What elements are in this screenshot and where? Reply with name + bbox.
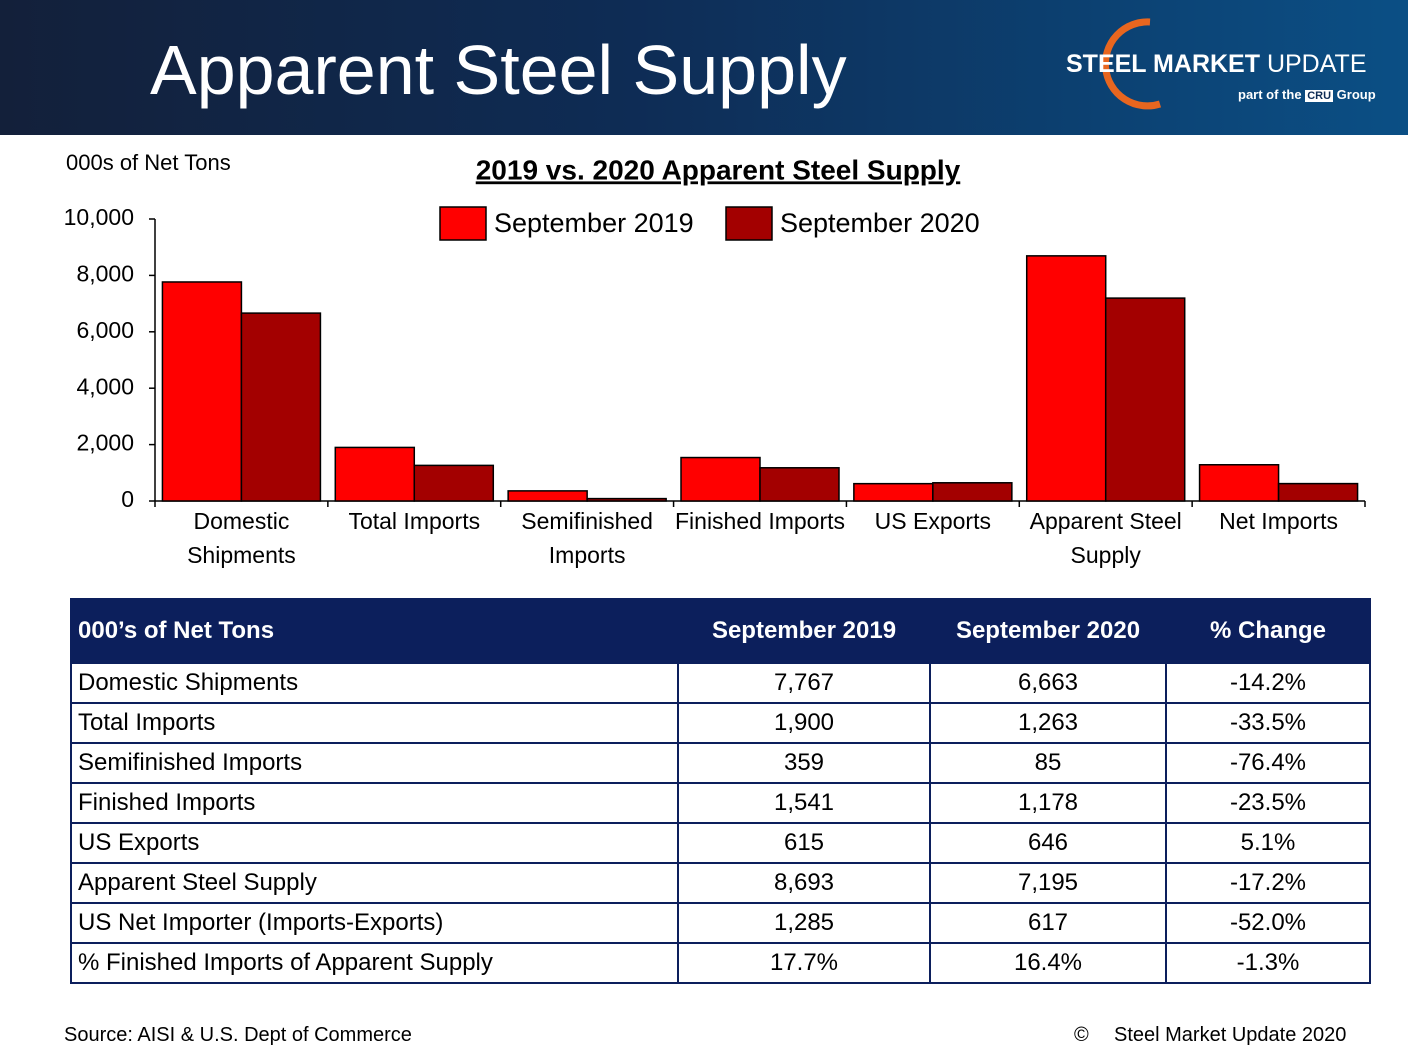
table-cell: 1,285 <box>677 902 931 944</box>
x-tick-label: Apparent Steel Supply <box>1029 508 1182 568</box>
source: Source: AISI & U.S. Dept of Commerce <box>64 1024 412 1046</box>
column-header: % Change <box>1165 598 1371 664</box>
legend-label: September 2019 <box>494 208 694 238</box>
row-label: Domestic Shipments <box>70 662 679 704</box>
bar <box>1025 255 1107 502</box>
bar <box>759 467 840 502</box>
bar <box>507 490 588 502</box>
bar <box>1104 297 1186 502</box>
logo-tagline: part of the CRU Group <box>1238 87 1376 102</box>
logo-arc <box>1101 18 1162 110</box>
x-tick-label: Net Imports <box>1219 508 1338 534</box>
table-cell: 646 <box>929 822 1167 864</box>
copyright: Steel Market Update 2020 <box>1114 1024 1347 1046</box>
table-cell: -17.2% <box>1165 862 1371 904</box>
y-tick-label: 4,000 <box>76 373 134 399</box>
bar <box>413 464 495 502</box>
table-cell: 5.1% <box>1165 822 1371 864</box>
bar <box>240 312 322 502</box>
legend-label: September 2020 <box>780 208 980 238</box>
logo-bold: STEEL MARKET <box>1066 50 1260 78</box>
table-row: Semifinished Imports 359 85 -76.4% <box>70 742 1371 784</box>
row-label: % Finished Imports of Apparent Supply <box>70 942 679 984</box>
row-label: US Exports <box>70 822 679 864</box>
x-tick-label: Domestic Shipments <box>187 508 296 568</box>
table-cell: 1,541 <box>677 782 931 824</box>
bar <box>1198 464 1280 502</box>
bar <box>853 482 934 502</box>
header-band: Apparent Steel Supply STEEL MARKET UPDAT… <box>0 0 1408 135</box>
data-table: 000’s of Net Tons September 2019 September… <box>70 598 1371 984</box>
column-header: 000’s of Net Tons <box>70 598 679 664</box>
table-row: US Net Importer (Imports-Exports) 1,285 61… <box>70 902 1371 944</box>
x-tick-label: Semifinished Imports <box>521 508 653 568</box>
table-cell: 17.7% <box>677 942 931 984</box>
table-cell: 85 <box>929 742 1167 784</box>
table-cell: -33.5% <box>1165 702 1371 744</box>
logo: STEEL MARKET UPDATE part of the CRU Grou… <box>1066 50 1376 102</box>
table-cell: 8,693 <box>677 862 931 904</box>
y-tick-label: 10,000 <box>64 204 134 230</box>
x-tick-label: US Exports <box>874 508 991 534</box>
y-tick-label: 0 <box>121 486 134 512</box>
slide-title: Apparent Steel Supply <box>150 31 847 109</box>
y-axis-label: 000s of Net Tons <box>66 150 231 175</box>
table-cell: 359 <box>677 742 931 784</box>
table-cell: 7,767 <box>677 662 931 704</box>
legend-swatch <box>439 206 487 241</box>
chart: 000s of Net Tons 2019 vs. 2020 Apparent … <box>64 150 1366 512</box>
copyright-symbol: © <box>1074 1024 1089 1046</box>
bar <box>932 482 1013 502</box>
table-cell: -52.0% <box>1165 902 1371 944</box>
bar <box>334 446 416 502</box>
logo-brand: STEEL MARKET UPDATE <box>1066 50 1367 79</box>
legend-swatch <box>725 206 773 241</box>
table-cell: -1.3% <box>1165 942 1371 984</box>
table-row: US Exports 615 646 5.1% <box>70 822 1371 864</box>
table-row: Finished Imports 1,541 1,178 -23.5% <box>70 782 1371 824</box>
y-tick-label: 6,000 <box>76 317 134 343</box>
row-label: Finished Imports <box>70 782 679 824</box>
table-cell: -76.4% <box>1165 742 1371 784</box>
tag-post: Group <box>1336 87 1376 102</box>
x-tick-label: Finished Imports <box>675 508 846 534</box>
row-label: Apparent Steel Supply <box>70 862 679 904</box>
table-cell: 617 <box>929 902 1167 944</box>
row-label: Total Imports <box>70 702 679 744</box>
table-cell: 7,195 <box>929 862 1167 904</box>
header-row: 000’s of Net Tons September 2019 September… <box>70 598 1371 664</box>
y-tick-label: 8,000 <box>76 260 134 286</box>
y-tick-label: 2,000 <box>76 430 134 456</box>
table-cell: 1,263 <box>929 702 1167 744</box>
bar <box>680 456 761 502</box>
column-header: September 2019 <box>677 598 931 664</box>
row-label: Semifinished Imports <box>70 742 679 784</box>
table-cell: 615 <box>677 822 931 864</box>
table-row: Apparent Steel Supply 8,693 7,195 -17.2% <box>70 862 1371 904</box>
table-cell: 6,663 <box>929 662 1167 704</box>
bar <box>1277 482 1359 502</box>
x-tick-label: Total Imports <box>348 508 481 534</box>
row-label: US Net Importer (Imports-Exports) <box>70 902 679 944</box>
table-cell: -14.2% <box>1165 662 1371 704</box>
tag-cru: CRU <box>1305 90 1334 102</box>
table-cell: 1,178 <box>929 782 1167 824</box>
table-cell: -23.5% <box>1165 782 1371 824</box>
chart-title: 2019 vs. 2020 Apparent Steel Supply <box>476 154 961 185</box>
table-cell: 1,900 <box>677 702 931 744</box>
logo-light: UPDATE <box>1266 50 1367 78</box>
table-row: Total Imports 1,900 1,263 -33.5% <box>70 702 1371 744</box>
column-header: September 2020 <box>929 598 1167 664</box>
tag-pre: part of the <box>1238 87 1302 102</box>
bar <box>586 497 667 502</box>
table-cell: 16.4% <box>929 942 1167 984</box>
table-row: Domestic Shipments 7,767 6,663 -14.2% <box>70 662 1371 704</box>
table-row: % Finished Imports of Apparent Supply 17.… <box>70 942 1371 984</box>
bar <box>161 281 243 502</box>
